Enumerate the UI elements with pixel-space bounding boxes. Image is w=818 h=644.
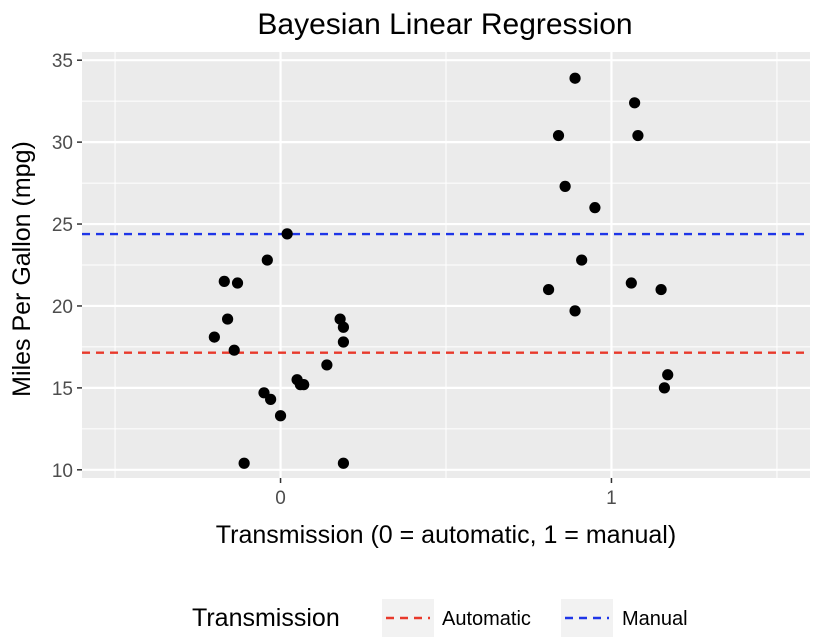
data-point bbox=[589, 202, 601, 214]
x-tick-label: 0 bbox=[275, 488, 286, 509]
data-point bbox=[629, 97, 641, 109]
legend-label-manual: Manual bbox=[622, 608, 688, 630]
data-point bbox=[625, 277, 637, 289]
legend-title: Transmission bbox=[192, 604, 340, 632]
data-point bbox=[261, 254, 273, 266]
plot-panel bbox=[82, 52, 810, 478]
y-axis-title: Miles Per Gallon (mpg) bbox=[8, 141, 36, 397]
data-point bbox=[298, 379, 310, 391]
legend-item-automatic: Automatic bbox=[382, 599, 531, 637]
legend-label-automatic: Automatic bbox=[442, 608, 531, 630]
data-point bbox=[576, 254, 588, 266]
data-point bbox=[231, 277, 244, 289]
y-tick-label: 35 bbox=[52, 51, 73, 72]
data-point bbox=[662, 369, 674, 381]
data-point bbox=[655, 283, 667, 296]
data-point bbox=[658, 382, 671, 394]
chart-title: Bayesian Linear Regression bbox=[257, 8, 632, 41]
legend: Transmission Automatic Manual bbox=[192, 599, 688, 637]
y-axis: 10 15 20 25 30 35 bbox=[52, 51, 82, 482]
data-point bbox=[321, 359, 333, 371]
x-tick-label: 1 bbox=[606, 488, 617, 509]
y-tick-label: 10 bbox=[52, 461, 73, 482]
data-point bbox=[218, 275, 230, 287]
legend-item-manual: Manual bbox=[561, 599, 688, 637]
data-point bbox=[274, 410, 287, 422]
data-point bbox=[228, 344, 240, 356]
y-tick-label: 25 bbox=[52, 215, 73, 236]
data-point bbox=[281, 228, 293, 240]
data-point bbox=[208, 331, 220, 343]
data-point bbox=[265, 393, 277, 405]
data-point bbox=[337, 457, 350, 469]
y-tick-label: 20 bbox=[52, 297, 73, 318]
data-point bbox=[222, 313, 234, 325]
data-point bbox=[559, 180, 571, 192]
data-point bbox=[238, 457, 250, 469]
data-point bbox=[569, 305, 581, 317]
data-point bbox=[337, 321, 350, 333]
data-point bbox=[337, 336, 350, 348]
data-points bbox=[208, 72, 674, 469]
y-tick-label: 15 bbox=[52, 379, 73, 400]
data-point bbox=[542, 283, 555, 296]
x-axis-title: Transmission (0 = automatic, 1 = manual) bbox=[216, 521, 676, 549]
data-point bbox=[632, 129, 644, 142]
y-tick-label: 30 bbox=[52, 133, 73, 154]
data-point bbox=[552, 129, 565, 142]
reference-lines bbox=[82, 232, 810, 354]
data-point bbox=[569, 72, 581, 84]
